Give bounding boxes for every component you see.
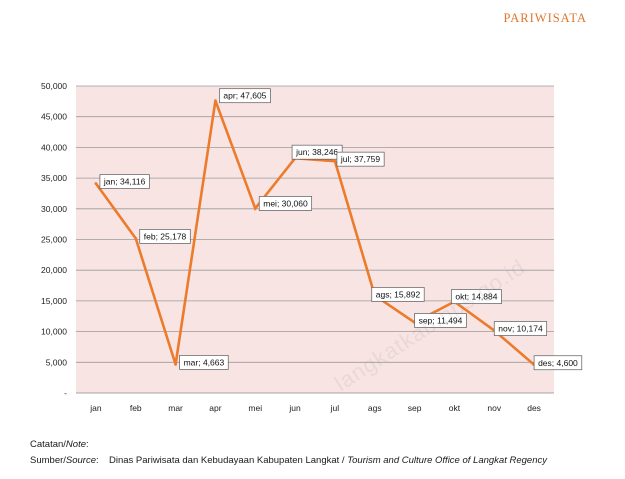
data-point bbox=[214, 99, 217, 103]
y-tick-label: 35,000 bbox=[41, 173, 67, 183]
data-label-text: mei; 30,060 bbox=[263, 198, 308, 208]
x-tick-label: ags bbox=[368, 403, 382, 413]
x-tick-label: okt bbox=[449, 403, 461, 413]
data-label-box bbox=[258, 196, 313, 211]
y-tick-label: 5,000 bbox=[46, 357, 68, 367]
section-header: PARIWISATA bbox=[503, 11, 587, 25]
data-label-box bbox=[493, 321, 548, 336]
note-colon: : bbox=[86, 439, 89, 450]
data-label-text: okt; 14,884 bbox=[455, 292, 497, 302]
y-tick-label: 10,000 bbox=[41, 327, 67, 337]
data-label-text: jan; 34,116 bbox=[103, 177, 146, 187]
data-label: okt; 14,884 bbox=[451, 289, 502, 304]
data-label-text: sep; 11,494 bbox=[419, 315, 463, 325]
data-label-box bbox=[99, 174, 150, 189]
source-text-en: Tourism and Culture Office of Langkat Re… bbox=[347, 455, 547, 466]
data-label-text: ags; 15,892 bbox=[376, 289, 421, 299]
note-label: Catatan/ bbox=[30, 439, 66, 450]
data-label-text: des; 4,600 bbox=[538, 358, 578, 368]
data-label-text: nov; 10,174 bbox=[498, 324, 543, 334]
x-tick-label: sep bbox=[408, 403, 422, 413]
data-label: mar; 4,663 bbox=[179, 355, 229, 370]
data-label-text: mar; 4,663 bbox=[184, 357, 225, 367]
source-colon: : bbox=[96, 455, 99, 466]
note-label-en: Note bbox=[65, 439, 86, 450]
source-label-id: Sumber/ bbox=[30, 455, 66, 466]
data-label-box bbox=[139, 229, 191, 244]
data-label: mei; 30,060 bbox=[258, 196, 313, 211]
data-label-box bbox=[336, 151, 385, 167]
series-polyline bbox=[94, 100, 535, 366]
source-text: Dinas Pariwisata dan Kebudayaan Kabupate… bbox=[109, 455, 340, 466]
data-label: apr; 47,605 bbox=[219, 88, 271, 104]
x-tick-label: jan bbox=[89, 403, 102, 413]
data-label-box bbox=[451, 289, 502, 304]
y-tick-label: 15,000 bbox=[41, 296, 67, 306]
source-label: Sumber/Source: bbox=[30, 453, 109, 469]
source-label-en: Source bbox=[65, 455, 97, 466]
y-tick-label: 40,000 bbox=[41, 142, 67, 152]
x-tick-label: nov bbox=[487, 403, 501, 413]
data-label-box bbox=[533, 355, 583, 371]
data-point bbox=[253, 207, 257, 210]
data-label-box bbox=[219, 88, 271, 104]
note-row: Catatan/Note: bbox=[30, 437, 547, 453]
data-label: des; 4,600 bbox=[533, 355, 583, 371]
y-tick-label: 45,000 bbox=[41, 112, 67, 122]
data-label: jan; 34,116 bbox=[99, 174, 150, 189]
source-separator: / bbox=[339, 455, 348, 466]
x-tick-label: jun bbox=[288, 403, 301, 413]
data-label: jun; 38,246 bbox=[291, 144, 343, 160]
y-tick-label: 50,000 bbox=[41, 81, 67, 91]
data-label-box bbox=[414, 313, 467, 328]
data-label-text: apr; 47,605 bbox=[223, 91, 266, 101]
x-tick-label: feb bbox=[130, 403, 142, 413]
data-label: nov; 10,174 bbox=[493, 321, 548, 336]
axes: - 5,000 10,000 15,000 20,000 25,000 30,000 35,0… bbox=[41, 81, 554, 413]
data-point bbox=[174, 362, 177, 366]
data-label-box bbox=[179, 355, 229, 370]
data-point bbox=[333, 159, 337, 163]
data-point bbox=[94, 182, 98, 185]
data-label-text: feb; 25,178 bbox=[144, 231, 187, 241]
y-tick-label: 30,000 bbox=[41, 204, 67, 214]
y-tick-label: 20,000 bbox=[41, 265, 67, 275]
x-tick-label: mei bbox=[248, 403, 262, 413]
data-label: feb; 25,178 bbox=[139, 229, 191, 244]
data-labels: jan; 34,116 feb; 25,178 mar; 4,663 apr; 47,… bbox=[99, 88, 583, 371]
data-label: ags; 15,892 bbox=[371, 287, 425, 302]
source-row: Sumber/Source: Dinas Pariwisata dan Kebud… bbox=[30, 453, 547, 469]
data-label: jul; 37,759 bbox=[336, 151, 385, 167]
data-point bbox=[134, 237, 138, 240]
data-label-text: jul; 37,759 bbox=[340, 154, 380, 164]
x-tick-label: des bbox=[527, 403, 541, 413]
y-tick-label: - bbox=[64, 388, 67, 398]
data-label-box bbox=[371, 287, 425, 302]
gridlines bbox=[76, 85, 554, 363]
x-tick-label: apr bbox=[209, 403, 221, 413]
x-tick-label: mar bbox=[168, 403, 183, 413]
data-label: sep; 11,494 bbox=[414, 313, 467, 328]
y-tick-label: 25,000 bbox=[41, 235, 67, 245]
x-tick-label: jul bbox=[330, 403, 340, 413]
chart-notes: Catatan/Note: Sumber/Source: Dinas Pariwi… bbox=[30, 437, 547, 469]
data-label-text: jun; 38,246 bbox=[295, 147, 338, 157]
